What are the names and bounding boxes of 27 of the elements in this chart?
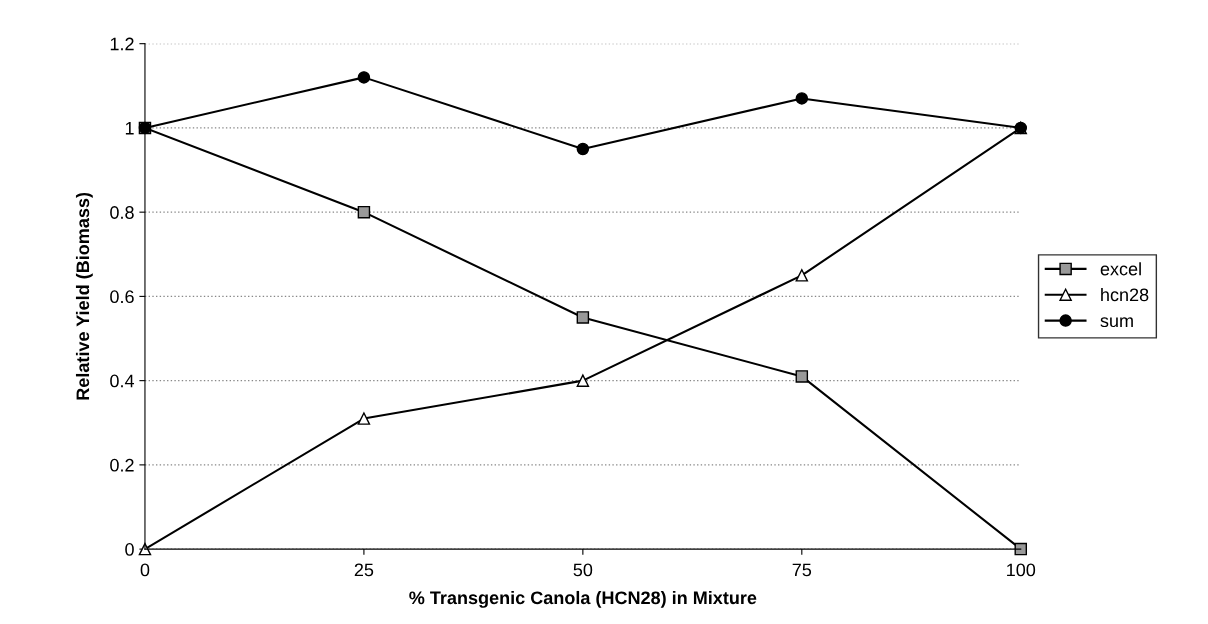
point <box>795 269 809 282</box>
x-tick-label: 50 <box>573 563 593 577</box>
y-tick-label: 0.6 <box>110 290 134 304</box>
legend-label: sum <box>1100 317 1133 328</box>
y-tick-label: 1 <box>125 122 134 135</box>
point <box>795 370 809 383</box>
point <box>576 142 590 156</box>
point <box>576 311 590 324</box>
point <box>576 374 590 387</box>
y-tick-label: 0.2 <box>110 458 134 472</box>
point <box>357 205 371 219</box>
y-axis-title: Relative Yield (Biomass) <box>75 192 93 400</box>
x-tick-label: 25 <box>354 563 374 577</box>
point <box>1014 542 1028 556</box>
y-tick-label: 0.4 <box>110 374 135 388</box>
y-tick-label: 0.8 <box>110 206 134 219</box>
x-tick-label: 75 <box>792 563 812 577</box>
y-tick-label: 0 <box>125 543 134 556</box>
x-tick-label: 0 <box>140 563 150 577</box>
y-tick-label: 1.2 <box>110 37 134 51</box>
x-axis-title: % Transgenic Canola (HCN28) in Mixture <box>409 590 757 608</box>
legend-label: hcn28 <box>1101 287 1149 302</box>
legend-label: excel <box>1100 262 1141 276</box>
point <box>357 412 371 425</box>
point <box>795 92 809 105</box>
x-tick-label: 100 <box>1007 563 1036 577</box>
point <box>357 71 371 84</box>
